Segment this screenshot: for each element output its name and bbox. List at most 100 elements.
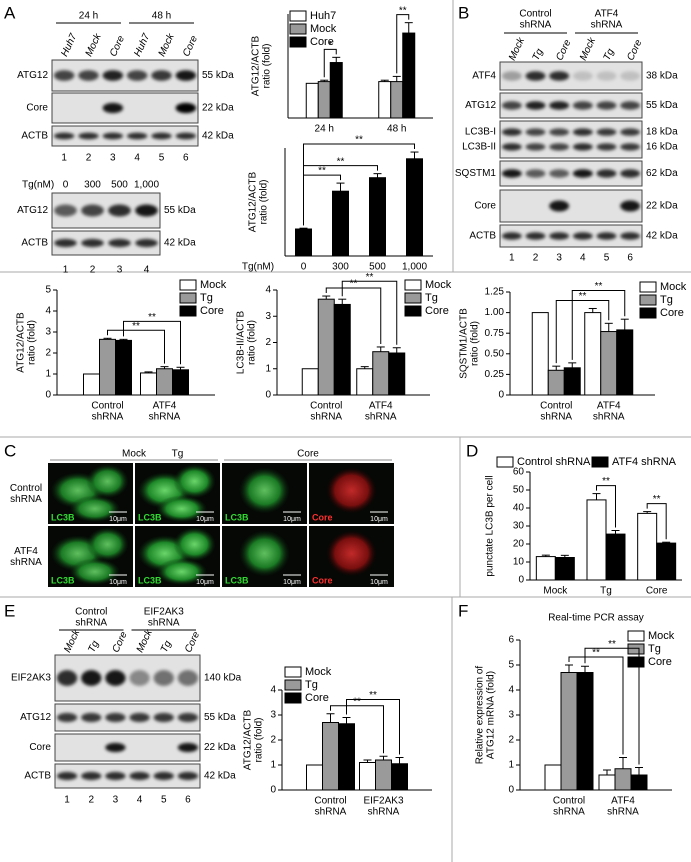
y-axis-label: ATG12 mRNA (fold) — [486, 671, 497, 759]
group-label: Control — [519, 9, 551, 20]
legend-swatch — [289, 36, 307, 48]
band — [153, 771, 174, 781]
bar — [375, 759, 392, 791]
band — [175, 102, 197, 114]
significance-bracket — [123, 320, 181, 365]
legend-label: Core — [200, 305, 224, 317]
row-label: ATF4 — [14, 546, 38, 557]
bar — [605, 533, 626, 581]
x-tick-label: ATF4 — [597, 401, 621, 412]
bar — [637, 512, 658, 581]
x-tick-label: 24 h — [315, 124, 334, 135]
y-tick-label: 4 — [508, 685, 514, 696]
band — [525, 169, 546, 178]
bar — [156, 368, 173, 396]
lane-number: 1 — [63, 265, 69, 276]
cell — [239, 467, 290, 514]
y-tick-label: 60 — [513, 467, 525, 478]
lane-number: 3 — [110, 153, 116, 164]
significance-label: ** — [653, 494, 661, 505]
band — [151, 132, 172, 140]
band-size: 62 kDa — [646, 168, 678, 179]
panel-letter: B — [458, 3, 469, 22]
y-tick-label: 1 — [265, 363, 271, 374]
bar — [333, 303, 351, 396]
y-axis-label: ratio (fold) — [470, 321, 481, 366]
stain-label: LC3B — [51, 512, 75, 522]
bar — [295, 228, 312, 257]
legend-swatch — [284, 692, 302, 704]
band — [56, 712, 78, 723]
blot-strip — [51, 59, 199, 92]
band-label: ATG12 — [465, 100, 496, 111]
band — [572, 128, 593, 136]
bar — [305, 82, 319, 119]
legend-swatch — [179, 292, 197, 304]
cell — [173, 464, 216, 499]
column-label: Tg — [172, 449, 184, 460]
band — [56, 670, 78, 686]
significance-bracket — [323, 48, 337, 78]
band — [596, 71, 617, 81]
significance-label: * — [328, 40, 332, 51]
significance-bracket — [341, 280, 398, 345]
legend-label: Tg — [425, 292, 438, 304]
lane-number: 3 — [117, 265, 123, 276]
lane-number: 5 — [161, 795, 167, 806]
bar — [388, 352, 406, 396]
y-tick-label: 3 — [45, 327, 51, 338]
band — [620, 101, 641, 110]
bar — [563, 367, 581, 396]
band-size: 55 kDa — [164, 205, 196, 216]
band-size: 42 kDa — [164, 238, 196, 249]
stain-label: Core — [312, 575, 333, 585]
band-label: ATF4 — [472, 71, 496, 82]
lane-number: 5 — [604, 253, 610, 264]
band — [105, 670, 126, 686]
band-size: 38 kDa — [646, 71, 678, 82]
band-label: LC3B-I — [465, 127, 496, 138]
y-tick-label: 2 — [270, 735, 276, 746]
bar — [547, 369, 565, 396]
legend-swatch — [639, 307, 657, 319]
y-axis-label: Relative expression of — [475, 666, 486, 765]
band-size: 22 kDa — [202, 103, 234, 114]
significance-label: ** — [318, 166, 326, 177]
legend-swatch — [289, 23, 307, 35]
band — [572, 101, 593, 110]
x-tick-label: 48 h — [387, 124, 406, 135]
lane-number: 4 — [137, 795, 143, 806]
y-axis-label: ratio (fold) — [262, 43, 273, 88]
legend-label: ATF4 shRNA — [612, 456, 677, 468]
stain-label: LC3B — [225, 575, 249, 585]
bar — [369, 177, 386, 257]
band — [81, 204, 104, 217]
stain-label: LC3B — [138, 512, 162, 522]
legend-label: Mock — [660, 281, 687, 293]
lane-label: 300 — [84, 180, 101, 191]
x-tick-label: 300 — [332, 262, 349, 273]
bar — [115, 339, 132, 396]
lane-number: 2 — [90, 265, 96, 276]
lane-number: 2 — [533, 253, 539, 264]
x-tick-label: EIF2AK3 — [363, 796, 403, 807]
band — [108, 238, 131, 248]
lane-number: 4 — [580, 253, 586, 264]
y-tick-label: 1 — [508, 760, 514, 771]
lane-number: 6 — [183, 153, 189, 164]
band — [525, 101, 546, 110]
band — [81, 771, 102, 781]
y-tick-label: 1 — [270, 760, 276, 771]
x-tick-label: Core — [646, 586, 668, 597]
band — [572, 143, 593, 151]
x-tick-label: shRNA — [540, 412, 572, 423]
y-tick-label: 5 — [45, 285, 51, 296]
cell — [69, 558, 121, 586]
legend-swatch — [404, 279, 422, 291]
band — [177, 712, 199, 723]
band — [501, 101, 522, 110]
stain-label: Core — [312, 512, 333, 522]
bar — [99, 338, 116, 396]
band — [620, 71, 641, 81]
